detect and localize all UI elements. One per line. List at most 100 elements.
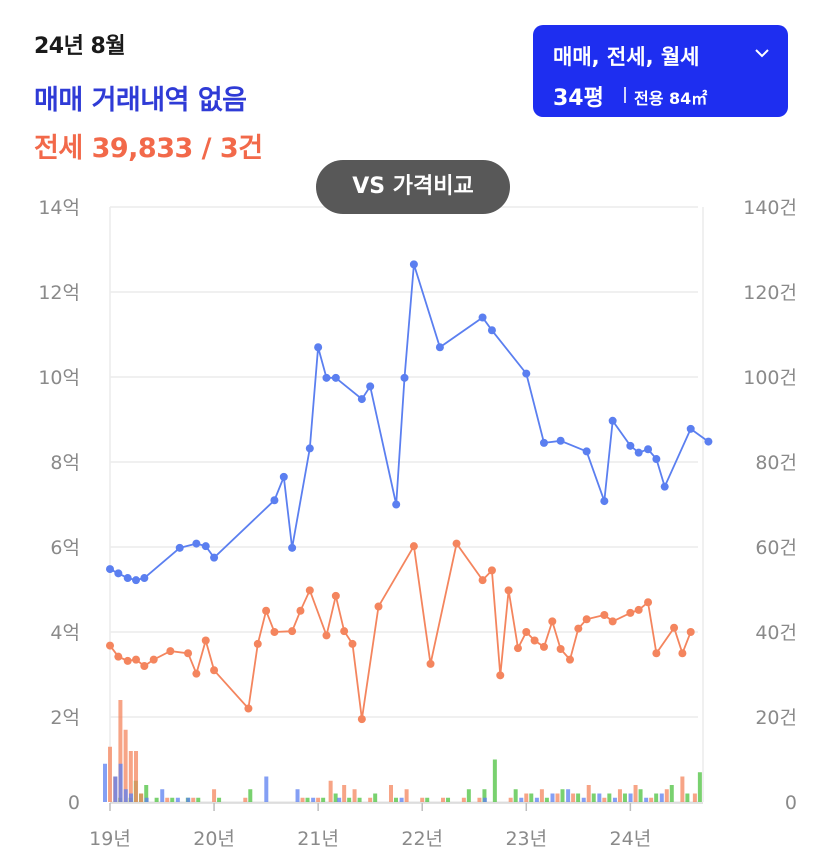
- volume-bar-sale: [118, 763, 123, 802]
- price-point-jeonse: [487, 566, 496, 575]
- price-point-jeonse: [626, 608, 635, 617]
- volume-bar-wolse: [669, 785, 674, 802]
- volume-bar-sale: [597, 793, 602, 802]
- price-point-jeonse: [201, 636, 210, 645]
- price-point-sale: [366, 382, 375, 391]
- volume-bar-jeonse: [420, 797, 425, 802]
- y-tick-label-left: 10억: [38, 367, 80, 389]
- volume-bar-wolse: [373, 793, 378, 802]
- volume-bar-wolse: [217, 797, 222, 802]
- volume-bar-wolse: [248, 789, 253, 802]
- filter-divider: [624, 87, 626, 103]
- y-tick-label-right: 80건: [755, 452, 797, 474]
- x-tick-label: 24년: [610, 828, 652, 850]
- volume-bar-sale: [311, 797, 316, 802]
- price-point-jeonse: [513, 644, 522, 653]
- price-point-jeonse: [357, 715, 366, 724]
- volume-bar-wolse: [393, 797, 398, 802]
- volume-bar-wolse: [466, 789, 471, 802]
- price-point-jeonse: [253, 639, 262, 648]
- sale-status: 매매 거래내역 없음: [34, 85, 247, 116]
- price-point-jeonse: [539, 642, 548, 651]
- price-point-sale: [331, 373, 340, 382]
- chevron-down-icon: [754, 43, 770, 64]
- volume-bar-jeonse: [212, 789, 217, 802]
- x-tick-label: 23년: [505, 828, 547, 850]
- volume-bar-sale: [123, 789, 128, 802]
- price-point-sale: [652, 455, 661, 464]
- price-point-sale: [660, 482, 669, 491]
- volume-bar-jeonse: [680, 776, 685, 802]
- price-point-sale: [522, 369, 531, 378]
- volume-bar-sale: [144, 797, 149, 802]
- price-point-jeonse: [210, 666, 219, 675]
- volume-bar-jeonse: [539, 789, 544, 802]
- filter-types-label: 매매, 전세, 월세: [553, 45, 700, 69]
- price-point-sale: [270, 496, 279, 505]
- price-point-jeonse: [686, 628, 695, 636]
- price-point-jeonse: [244, 704, 253, 713]
- volume-bar-wolse: [576, 793, 581, 802]
- volume-bar-wolse: [425, 797, 430, 802]
- price-point-jeonse: [106, 641, 114, 650]
- volume-bar-jeonse: [139, 793, 144, 802]
- price-point-sale: [582, 447, 591, 456]
- volume-bar-sale: [581, 797, 586, 802]
- y-tick-label-right: 20건: [755, 707, 797, 729]
- price-point-sale: [192, 539, 201, 548]
- volume-bar-jeonse: [555, 793, 560, 802]
- filter-size-label: 34평: [553, 86, 604, 111]
- x-tick-label: 19년: [89, 828, 131, 850]
- volume-bar-sale: [160, 789, 165, 802]
- price-point-jeonse: [644, 598, 653, 607]
- price-point-jeonse: [166, 647, 175, 656]
- price-point-jeonse: [340, 627, 349, 636]
- price-point-sale: [409, 260, 418, 269]
- price-point-sale: [626, 441, 635, 450]
- price-point-jeonse: [652, 649, 661, 658]
- volume-bar-jeonse: [508, 797, 513, 802]
- price-point-jeonse: [522, 628, 531, 636]
- volume-bar-wolse: [513, 789, 518, 802]
- volume-bar-wolse: [321, 797, 326, 802]
- price-point-sale: [288, 543, 297, 552]
- volume-bar-jeonse: [108, 746, 112, 802]
- volume-bar-wolse: [638, 789, 643, 802]
- compare-price-button[interactable]: VS 가격비교: [316, 160, 510, 214]
- price-point-sale: [357, 395, 366, 404]
- price-point-sale: [539, 438, 548, 447]
- price-point-sale: [435, 343, 444, 352]
- y-tick-label-left: 14억: [38, 197, 80, 219]
- price-point-sale: [305, 444, 314, 453]
- y-tick-label-right: 120건: [743, 282, 797, 304]
- price-point-sale: [175, 543, 184, 552]
- volume-bar-jeonse: [404, 789, 409, 802]
- x-tick-label: 21년: [297, 828, 339, 850]
- volume-bar-jeonse: [617, 789, 622, 802]
- type-size-filter-button[interactable]: 매매, 전세, 월세 34평 전용 84㎡: [533, 25, 788, 117]
- volume-bar-jeonse: [342, 785, 347, 802]
- price-point-jeonse: [608, 617, 617, 626]
- volume-bar-jeonse: [649, 797, 654, 802]
- volume-bar-wolse: [544, 797, 549, 802]
- volume-bar-jeonse: [118, 700, 123, 802]
- price-point-sale: [556, 436, 565, 445]
- volume-bar-wolse: [482, 789, 487, 802]
- volume-bar-wolse: [591, 793, 596, 802]
- y-tick-label-right: 40건: [755, 622, 797, 644]
- price-point-sale: [478, 313, 487, 322]
- volume-bar-sale: [337, 797, 342, 802]
- price-point-jeonse: [192, 669, 201, 678]
- price-point-sale: [608, 416, 617, 425]
- y-tick-label-right: 140건: [743, 197, 797, 219]
- price-point-jeonse: [565, 655, 574, 664]
- volume-bar-jeonse: [300, 797, 305, 802]
- volume-bar-jeonse: [243, 797, 248, 802]
- price-point-jeonse: [132, 655, 141, 664]
- volume-bar-jeonse: [328, 780, 333, 802]
- y-tick-label-left: 2억: [50, 707, 80, 729]
- volume-bar-jeonse: [664, 789, 669, 802]
- volume-bar-wolse: [685, 793, 690, 802]
- volume-bar-jeonse: [477, 797, 482, 802]
